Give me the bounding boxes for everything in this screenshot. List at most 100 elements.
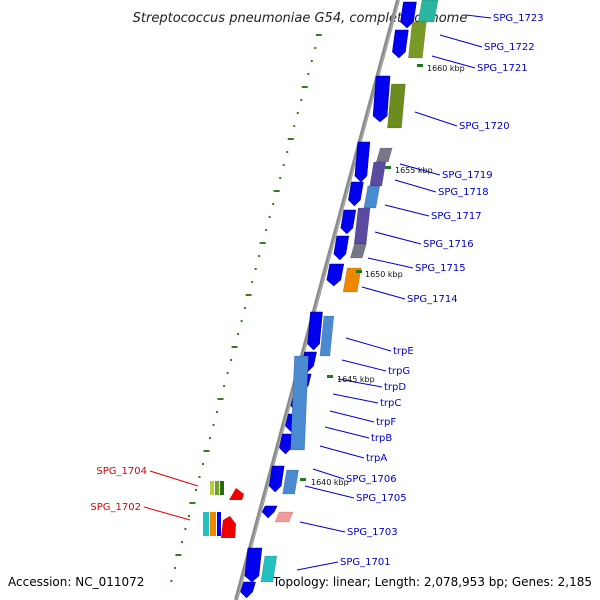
gene-label-spg-1721: SPG_1721 (477, 63, 528, 74)
gene-arrow (326, 263, 345, 287)
dot-tick (314, 47, 317, 49)
dot-tick (237, 333, 240, 335)
gene-label-spg-1716: SPG_1716 (423, 239, 474, 250)
dot-tick (231, 346, 238, 348)
dot-tick (273, 190, 280, 192)
leader-line (374, 231, 422, 245)
dot-tick (223, 385, 226, 387)
genome-summary: Topology: linear; Length: 2,078,953 bp; … (272, 575, 592, 589)
dot-tick (265, 229, 268, 231)
dot-tick (184, 528, 187, 530)
kbp-tick (417, 64, 423, 67)
dot-tick (310, 60, 313, 62)
gene-feature (282, 469, 299, 495)
gene-feature (274, 511, 294, 523)
leader-line (384, 204, 430, 217)
leader-line (399, 163, 441, 176)
kbp-label: 1645 kbp (337, 375, 375, 384)
gene-arrow (400, 1, 417, 29)
dot-tick (180, 541, 183, 543)
gene-arrow (307, 311, 323, 351)
dot-tick (203, 450, 210, 452)
dot-tick (216, 411, 219, 413)
gene-feature (290, 355, 309, 451)
leader-line (431, 55, 476, 69)
gene-feature (319, 315, 335, 357)
dot-tick (212, 424, 215, 426)
gene-feature (210, 481, 214, 495)
dot-tick (209, 437, 212, 439)
gene-arrow (392, 29, 409, 59)
gene-label-spg-1704: SPG_1704 (96, 466, 147, 477)
leader-line (299, 521, 346, 533)
leader-line (143, 506, 191, 521)
dot-tick (244, 307, 247, 309)
gene-arrow (240, 581, 256, 599)
leader-line (149, 470, 199, 487)
gene-label-spg-1714: SPG_1714 (407, 294, 458, 305)
gene-label-trpa: trpA (366, 453, 387, 464)
leader-line (296, 561, 339, 571)
dot-tick (268, 216, 271, 218)
leader-line (312, 468, 345, 480)
reference-dot-track (170, 34, 322, 582)
gene-feature (217, 512, 221, 536)
kbp-label: 1660 kbp (427, 64, 465, 73)
gene-labels: SPG_1723 SPG_1722 SPG_1721 SPG_1720 SPG_1719… (90, 13, 543, 568)
dot-tick (245, 294, 252, 296)
gene-feature (363, 185, 381, 209)
gene-arrow (261, 505, 278, 519)
dot-tick (198, 476, 201, 478)
leader-line (324, 426, 370, 439)
dot-tick (258, 255, 261, 257)
gene-label-spg-1723: SPG_1723 (493, 13, 544, 24)
dot-tick (230, 359, 233, 361)
gene-label-spg-1703: SPG_1703 (347, 527, 398, 538)
dot-tick (307, 73, 310, 75)
dot-tick (226, 372, 229, 374)
leader-line (341, 359, 387, 372)
gene-feature (417, 0, 439, 23)
gene-arrow (244, 547, 263, 583)
leader-line (319, 445, 365, 459)
dot-tick (189, 502, 196, 504)
leader-line (304, 485, 355, 499)
kbp-label: 1650 kbp (365, 270, 403, 279)
gene-feature (210, 512, 216, 536)
kbp-tick (300, 478, 306, 481)
genome-backbone (234, 0, 400, 600)
leader-line (337, 378, 383, 388)
leader-line (394, 179, 437, 193)
kbp-tick (385, 166, 391, 169)
gene-label-spg-1722: SPG_1722 (484, 42, 535, 53)
dot-tick (279, 177, 282, 179)
dot-tick (293, 125, 296, 127)
gene-label-spg-1706: SPG_1706 (346, 474, 397, 485)
kbp-label: 1655 kbp (395, 166, 433, 175)
gene-label-spg-1717: SPG_1717 (431, 211, 482, 222)
gene-feature (408, 21, 427, 59)
label-leader-lines (143, 14, 492, 571)
leader-line (465, 14, 492, 19)
gene-arrow (333, 235, 350, 261)
gene-feature (260, 555, 278, 583)
gene-feature (350, 243, 367, 259)
gene-arrow (268, 465, 285, 493)
gene-feature (342, 267, 362, 293)
dot-tick (217, 398, 224, 400)
kbp-tick (356, 270, 362, 273)
map-title: Streptococcus pneumoniae G54, complete g… (133, 11, 468, 26)
leader-line (367, 257, 414, 269)
gene-label-trpd: trpD (384, 382, 406, 393)
dot-tick (187, 515, 190, 517)
gene-label-spg-1718: SPG_1718 (438, 187, 489, 198)
gene-label-spg-1720: SPG_1720 (459, 121, 510, 132)
gene-label-spg-1702: SPG_1702 (90, 502, 141, 513)
gene-arrow (229, 488, 244, 500)
gene-label-trpe: trpE (393, 346, 414, 357)
dot-tick (300, 99, 303, 101)
dot-tick (170, 580, 173, 582)
gene-label-trpb: trpB (371, 433, 392, 444)
dot-tick (201, 463, 204, 465)
gene-arrow (372, 75, 391, 123)
